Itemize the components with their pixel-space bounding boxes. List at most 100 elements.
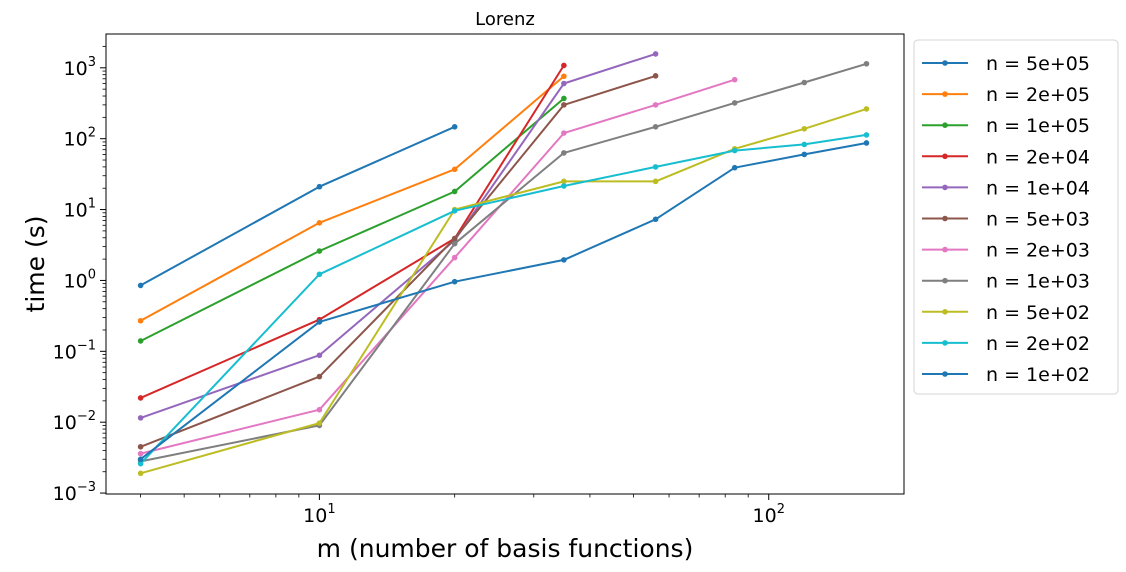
series-layer [137, 51, 870, 477]
legend-marker [942, 60, 948, 66]
series-5 [137, 73, 659, 450]
data-point [316, 352, 323, 359]
data-point [561, 95, 567, 102]
data-point [561, 257, 567, 263]
y-tick-label: 102 [64, 126, 96, 151]
y-tick-label: 101 [64, 197, 96, 222]
data-point [863, 106, 870, 112]
legend-frame [913, 39, 1119, 395]
y-tick-label-exponent: −2 [77, 409, 96, 424]
y-tick-label-base: 10 [64, 270, 88, 292]
data-point [801, 141, 808, 148]
series-2 [137, 95, 567, 344]
legend-label: n = 2e+04 [986, 146, 1090, 168]
legend-item: n = 5e+02 [922, 302, 1090, 324]
data-point [451, 188, 458, 195]
series-line [139, 142, 867, 460]
data-point [731, 100, 738, 106]
legend-item: n = 2e+05 [922, 84, 1090, 106]
data-point [137, 395, 144, 401]
data-point [316, 420, 323, 426]
legend-label: n = 2e+03 [986, 240, 1090, 262]
data-point [316, 183, 323, 190]
data-point [652, 164, 659, 170]
y-tick-label-base: 10 [64, 129, 88, 151]
data-point [863, 60, 870, 67]
y-tick-label-exponent: 1 [88, 197, 96, 212]
legend: n = 5e+05 n = 2e+05 n = 1e+05 n = 2e+04 n = … [913, 39, 1119, 395]
legend-item: n = 1e+03 [922, 271, 1090, 293]
y-axis-label: time (s) [21, 216, 50, 313]
x-tick-label: 101 [303, 502, 335, 527]
chart-title: Lorenz [475, 9, 535, 30]
data-point [652, 51, 659, 57]
legend-label: n = 2e+02 [986, 333, 1090, 355]
series-line [140, 75, 565, 322]
data-point [801, 125, 808, 132]
data-point [316, 248, 323, 254]
series-10 [137, 140, 870, 463]
series-9 [137, 132, 870, 467]
legend-marker [942, 184, 948, 191]
y-tick-label-base: 10 [53, 412, 77, 434]
data-point [652, 178, 659, 185]
y-tick-label-exponent: 0 [88, 267, 96, 282]
data-point [451, 240, 458, 247]
legend-label: n = 1e+02 [986, 364, 1090, 386]
data-point [137, 282, 144, 289]
y-tick-label-base: 10 [53, 341, 77, 363]
x-tick-label-exponent: 2 [777, 502, 785, 517]
legend-item: n = 5e+05 [922, 53, 1090, 75]
data-point [801, 151, 808, 158]
data-point [137, 460, 144, 467]
series-line [140, 62, 867, 463]
legend-item: n = 1e+04 [922, 177, 1090, 199]
x-axis-ticks: 101 102 [140, 494, 785, 527]
legend-item: n = 5e+03 [922, 209, 1090, 231]
legend-item: n = 2e+03 [922, 240, 1090, 262]
data-point [451, 254, 458, 261]
x-tick-label-base: 10 [753, 505, 777, 527]
data-point [731, 147, 738, 154]
legend-items: n = 5e+05 n = 2e+05 n = 1e+05 n = 2e+04 n = … [922, 53, 1090, 386]
legend-item: n = 1e+05 [922, 115, 1090, 137]
y-tick-label-exponent: −3 [77, 480, 96, 495]
data-point [451, 278, 458, 285]
data-point [137, 317, 144, 324]
data-point [137, 338, 144, 344]
y-tick-label: 10−3 [53, 480, 96, 505]
legend-label: n = 2e+05 [986, 84, 1090, 106]
series-0 [137, 124, 458, 289]
data-point [561, 150, 567, 156]
legend-label: n = 1e+03 [986, 271, 1090, 293]
data-point [863, 140, 870, 146]
data-point [561, 62, 567, 69]
legend-item: n = 1e+02 [922, 364, 1090, 386]
data-point [561, 80, 567, 87]
y-tick-label-base: 10 [53, 483, 77, 505]
y-tick-label: 10−1 [53, 338, 96, 363]
legend-marker [942, 309, 948, 315]
data-point [801, 79, 808, 86]
legend-label: n = 1e+04 [986, 177, 1090, 199]
data-point [137, 450, 144, 457]
data-point [451, 208, 458, 214]
x-tick-label-exponent: 1 [327, 502, 335, 517]
y-tick-label: 100 [64, 267, 96, 292]
legend-marker [942, 340, 948, 346]
data-point [652, 102, 659, 108]
data-point [451, 235, 458, 242]
data-point [561, 183, 567, 189]
data-point [316, 373, 323, 380]
plot-area [105, 33, 905, 495]
data-point [316, 319, 323, 325]
data-point [137, 415, 144, 421]
data-point [863, 132, 870, 138]
series-line [139, 133, 867, 465]
legend-label: n = 5e+05 [986, 53, 1090, 75]
data-point [652, 73, 659, 79]
series-line [140, 107, 867, 475]
data-point [731, 76, 738, 83]
legend-item: n = 2e+02 [922, 333, 1090, 355]
